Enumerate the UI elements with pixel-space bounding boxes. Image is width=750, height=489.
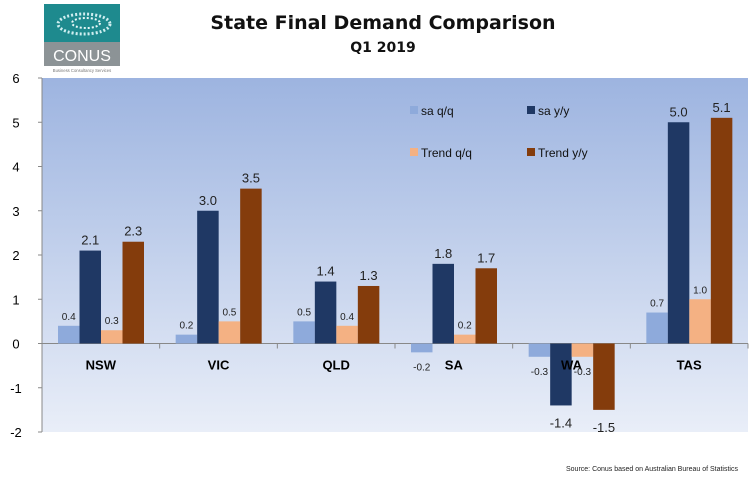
data-label: 1.8: [434, 246, 452, 261]
bar-sa-y-y: [667, 122, 690, 344]
bar-trend-y-y: [710, 117, 733, 344]
data-label: 2.1: [81, 233, 99, 248]
bar-sa-y-y: [550, 343, 572, 406]
bar-trend-y-y: [475, 268, 497, 344]
legend-label: sa q/q: [421, 104, 454, 118]
bar-sa-q-q: [175, 334, 198, 344]
data-label: 0.5: [297, 307, 311, 318]
data-label: -1.5: [593, 420, 615, 435]
data-label: 1.3: [360, 268, 378, 283]
bar-trend-q-q: [336, 325, 358, 344]
bar-sa-y-y: [432, 263, 454, 344]
y-tick-label: -1: [10, 381, 22, 396]
plot-area: [42, 78, 748, 432]
data-label: 0.3: [105, 316, 119, 327]
y-tick-label: 2: [12, 248, 19, 263]
data-label: -1.4: [550, 415, 572, 430]
legend-swatch: [410, 106, 418, 114]
bar-trend-y-y: [122, 241, 144, 344]
x-tick-label: VIC: [208, 358, 230, 373]
data-label: 0.7: [650, 299, 664, 310]
legend-swatch: [527, 106, 535, 114]
legend-swatch: [527, 148, 535, 156]
x-tick-label: QLD: [322, 358, 349, 373]
y-tick-label: -2: [10, 425, 22, 440]
chart-subtitle: Q1 2019: [350, 40, 416, 56]
bar-trend-q-q: [101, 330, 123, 344]
source-note: Source: Conus based on Australian Bureau…: [566, 466, 738, 473]
legend-swatch: [410, 148, 418, 156]
svg-text:Business Consultancy Services: Business Consultancy Services: [53, 68, 111, 73]
data-label: 0.4: [340, 312, 354, 323]
y-tick-label: 0: [12, 337, 19, 352]
bar-sa-y-y: [79, 250, 101, 344]
bar-sa-q-q: [58, 325, 80, 344]
data-label: 1.7: [477, 250, 495, 265]
svg-text:CONUS: CONUS: [53, 48, 111, 65]
bar-trend-y-y: [357, 285, 380, 344]
data-label: 5.0: [670, 104, 688, 119]
y-tick-label: 3: [12, 204, 19, 219]
bar-sa-q-q: [411, 343, 433, 353]
bar-sa-y-y: [197, 210, 219, 344]
data-label: -0.3: [574, 367, 592, 378]
bar-sa-q-q: [528, 343, 551, 357]
y-tick-label: 4: [12, 160, 19, 175]
bar-sa-q-q: [293, 321, 315, 344]
x-tick-label: TAS: [677, 358, 702, 373]
data-label: 3.5: [242, 171, 260, 186]
data-label: 2.3: [124, 224, 142, 239]
bar-trend-q-q: [454, 334, 476, 344]
conus-logo: CONUS Business Consultancy Services: [44, 4, 120, 74]
bar-trend-q-q: [689, 299, 711, 344]
chart-title: State Final Demand Comparison: [210, 12, 556, 34]
legend-label: Trend y/y: [538, 146, 588, 160]
data-label: 5.1: [713, 100, 731, 115]
data-label: -0.2: [413, 362, 431, 373]
bar-trend-y-y: [240, 188, 262, 344]
bar-trend-y-y: [593, 343, 615, 410]
data-label: 1.4: [317, 264, 335, 279]
y-tick-label: 5: [12, 115, 19, 130]
bar-sa-q-q: [646, 312, 668, 344]
x-tick-label: NSW: [86, 358, 117, 373]
data-label: 3.0: [199, 193, 217, 208]
y-tick-label: 1: [12, 292, 19, 307]
data-label: -0.3: [531, 367, 549, 378]
data-label: 0.4: [62, 312, 76, 323]
x-tick-label: WA: [561, 358, 583, 373]
bar-sa-y-y: [314, 281, 337, 344]
bar-trend-q-q: [218, 321, 241, 344]
bar-trend-q-q: [571, 343, 594, 357]
legend-label: Trend q/q: [421, 146, 472, 160]
data-label: 0.2: [179, 321, 193, 332]
data-label: 0.5: [222, 307, 236, 318]
legend-label: sa y/y: [538, 104, 569, 118]
data-label: 0.2: [458, 321, 472, 332]
y-tick-label: 6: [12, 71, 19, 86]
x-tick-label: SA: [445, 358, 464, 373]
data-label: 1.0: [693, 285, 707, 296]
